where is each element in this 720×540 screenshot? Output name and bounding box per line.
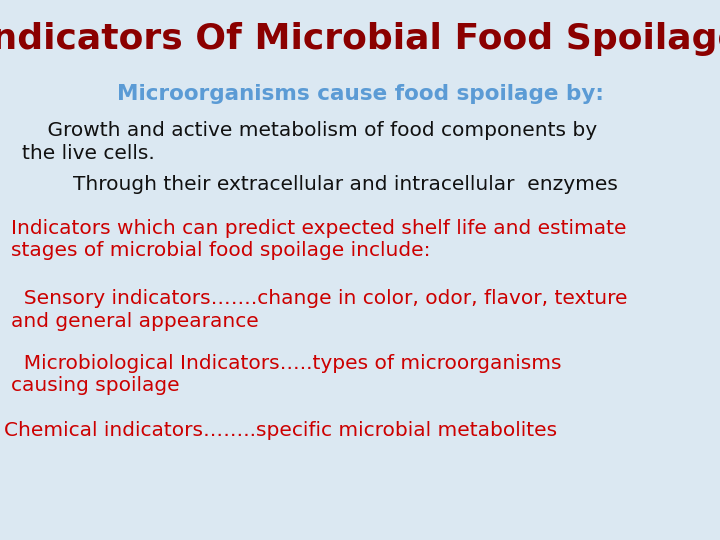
Text: Indicators which can predict expected shelf life and estimate
stages of microbia: Indicators which can predict expected sh… <box>11 219 626 260</box>
Text: Through their extracellular and intracellular  enzymes: Through their extracellular and intracel… <box>22 176 618 194</box>
Text: Growth and active metabolism of food components by
the live cells.: Growth and active metabolism of food com… <box>22 122 597 163</box>
Text: Microorganisms cause food spoilage by:: Microorganisms cause food spoilage by: <box>117 84 603 104</box>
Text: Chemical indicators……..specific microbial metabolites: Chemical indicators……..specific microbia… <box>4 421 557 440</box>
Text: Sensory indicators…….change in color, odor, flavor, texture
and general appearan: Sensory indicators…….change in color, od… <box>11 289 627 330</box>
Text: Indicators Of Microbial Food Spoilage: Indicators Of Microbial Food Spoilage <box>0 22 720 56</box>
Text: Microbiological Indicators…..types of microorganisms
causing spoilage: Microbiological Indicators…..types of mi… <box>11 354 562 395</box>
